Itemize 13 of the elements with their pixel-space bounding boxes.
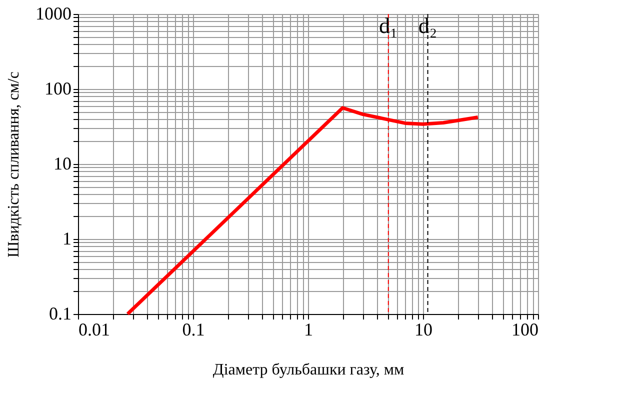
- x-tick-label: 100: [512, 320, 538, 340]
- x-tick-label: 10: [414, 320, 432, 340]
- x-tick-label: 1: [304, 320, 313, 340]
- x-tick-label: 0.01: [78, 320, 110, 340]
- y-tick-label: 100: [44, 78, 72, 98]
- ref-line-label: d₁: [379, 13, 398, 38]
- y-tick-label: 1000: [36, 4, 72, 24]
- x-axis-title: Діаметр бульбашки газу, мм: [212, 362, 404, 378]
- x-tick-label: 0.1: [182, 320, 205, 340]
- y-tick-label: 0.1: [49, 304, 72, 324]
- y-axis-title: Швидкість спливання, см/с: [6, 72, 22, 258]
- y-tick-label: 10: [54, 154, 72, 174]
- y-tick-label: 1: [62, 228, 72, 248]
